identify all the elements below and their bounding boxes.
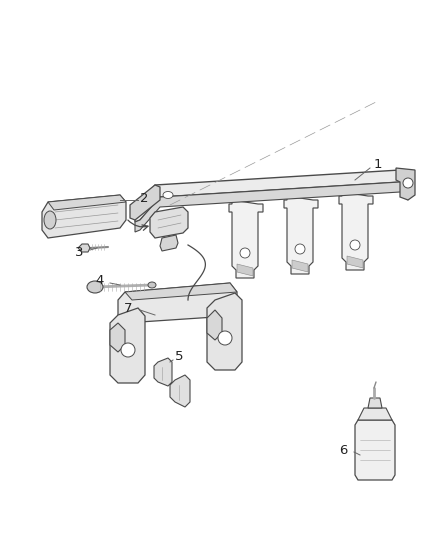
Text: 6: 6 xyxy=(339,443,348,456)
Ellipse shape xyxy=(148,282,156,288)
Ellipse shape xyxy=(44,211,56,229)
Polygon shape xyxy=(130,185,160,220)
Polygon shape xyxy=(154,358,172,386)
Polygon shape xyxy=(358,408,392,420)
Polygon shape xyxy=(135,182,408,232)
Polygon shape xyxy=(125,283,237,300)
Ellipse shape xyxy=(295,244,305,254)
Polygon shape xyxy=(170,375,190,407)
Ellipse shape xyxy=(350,240,360,250)
Polygon shape xyxy=(160,235,178,251)
Ellipse shape xyxy=(218,331,232,345)
Ellipse shape xyxy=(87,281,103,293)
Polygon shape xyxy=(237,264,253,276)
Polygon shape xyxy=(78,244,90,252)
Polygon shape xyxy=(368,398,382,408)
Polygon shape xyxy=(207,293,242,370)
Polygon shape xyxy=(207,310,222,340)
Text: 2: 2 xyxy=(140,191,148,205)
Polygon shape xyxy=(118,283,237,323)
Ellipse shape xyxy=(240,248,250,258)
Polygon shape xyxy=(150,207,188,238)
Ellipse shape xyxy=(163,191,173,198)
Polygon shape xyxy=(339,192,373,270)
Text: 7: 7 xyxy=(124,302,132,314)
Polygon shape xyxy=(135,170,408,222)
Polygon shape xyxy=(110,308,145,383)
Polygon shape xyxy=(284,196,318,274)
Polygon shape xyxy=(42,195,126,238)
Text: 5: 5 xyxy=(175,351,184,364)
Text: 4: 4 xyxy=(95,274,104,287)
Polygon shape xyxy=(48,195,126,210)
Text: 3: 3 xyxy=(74,246,83,259)
Polygon shape xyxy=(347,256,363,268)
Polygon shape xyxy=(396,168,415,200)
Polygon shape xyxy=(110,323,125,352)
Text: 1: 1 xyxy=(374,158,382,172)
Polygon shape xyxy=(229,200,263,278)
Polygon shape xyxy=(292,260,308,272)
Ellipse shape xyxy=(403,178,413,188)
Polygon shape xyxy=(355,420,395,480)
Ellipse shape xyxy=(121,343,135,357)
